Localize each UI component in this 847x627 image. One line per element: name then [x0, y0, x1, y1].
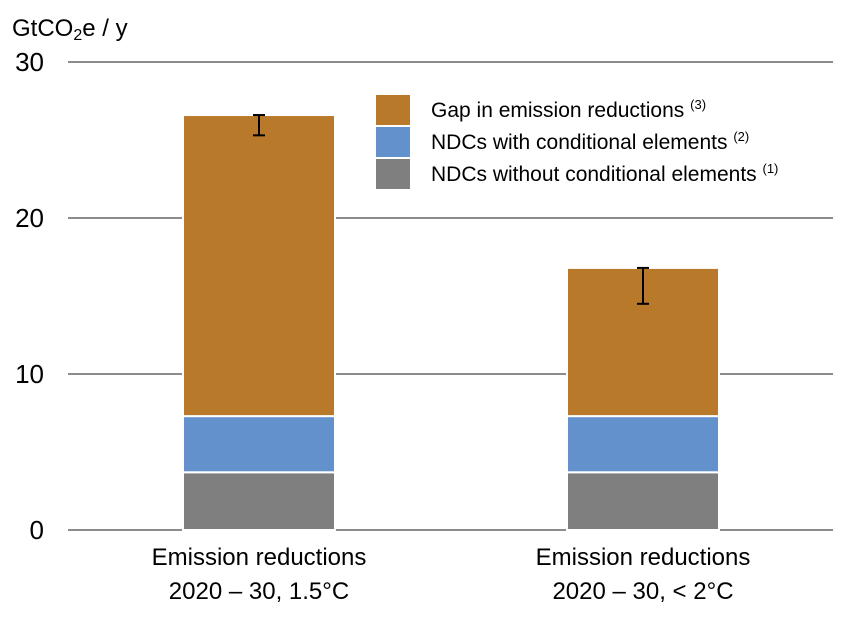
- y-tick-label: 30: [15, 47, 44, 77]
- y-tick-label: 10: [15, 359, 44, 389]
- legend-note: (2): [733, 129, 749, 144]
- category-label-line2: 2020 – 30, 1.5°C: [169, 578, 349, 605]
- bar-segment: [182, 415, 336, 474]
- legend-label: NDCs without conditional elements (1): [431, 161, 778, 186]
- legend: Gap in emission reductions (3) NDCs with …: [374, 93, 778, 191]
- legend-item: NDCs without conditional elements (1): [374, 157, 778, 191]
- bar-segment: [566, 471, 720, 531]
- y-axis-label-subscript: 2: [73, 27, 82, 44]
- legend-note: (1): [763, 161, 779, 176]
- legend-label: NDCs with conditional elements (2): [431, 129, 749, 154]
- legend-swatch: [374, 93, 412, 127]
- error-bar: [253, 114, 265, 137]
- category-labels: Emission reductions 2020 – 30, 1.5°C Emiss…: [152, 544, 751, 605]
- error-bars: [253, 114, 649, 305]
- y-axis-label: GtCO2e / y: [12, 15, 128, 44]
- bars: [182, 114, 720, 531]
- category-label-line2: 2020 – 30, < 2°C: [552, 578, 733, 605]
- legend-swatch: [374, 157, 412, 191]
- bar-segment: [182, 114, 336, 418]
- legend-label: Gap in emission reductions (3): [431, 97, 706, 122]
- error-bar: [637, 266, 649, 305]
- y-tick-label: 20: [15, 203, 44, 233]
- y-tick-labels: 0 10 20 30: [15, 47, 44, 545]
- legend-note: (3): [690, 97, 706, 112]
- bar-segment: [566, 415, 720, 474]
- y-axis-label-prefix: GtCO: [12, 15, 73, 42]
- y-tick-label: 0: [30, 515, 44, 545]
- legend-item: NDCs with conditional elements (2): [374, 125, 749, 159]
- category-label-line1: Emission reductions: [152, 544, 367, 571]
- legend-swatch: [374, 125, 412, 159]
- bar-segment: [182, 471, 336, 531]
- y-axis-label-suffix: e / y: [82, 15, 127, 42]
- legend-item: Gap in emission reductions (3): [374, 93, 706, 127]
- category-label-line1: Emission reductions: [536, 544, 751, 571]
